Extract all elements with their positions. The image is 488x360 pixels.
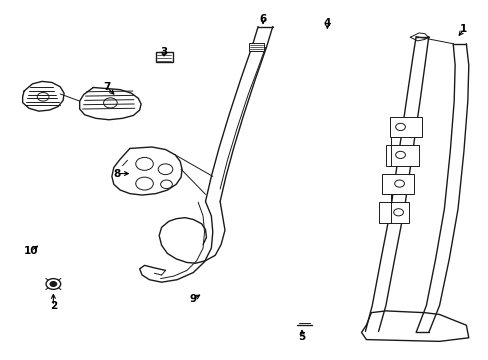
- Text: 4: 4: [323, 18, 330, 28]
- Text: 6: 6: [259, 14, 266, 24]
- Text: 8: 8: [113, 168, 120, 179]
- Text: 10: 10: [23, 246, 38, 256]
- Polygon shape: [361, 311, 468, 341]
- Bar: [381, 174, 413, 194]
- Text: 7: 7: [103, 82, 110, 93]
- Bar: [156, 52, 172, 62]
- Bar: [389, 117, 421, 137]
- Bar: [378, 202, 408, 223]
- Text: 2: 2: [50, 301, 57, 311]
- Text: 3: 3: [160, 46, 167, 57]
- Bar: [385, 145, 418, 166]
- Text: 1: 1: [459, 24, 467, 35]
- Bar: [249, 43, 264, 51]
- Text: 9: 9: [189, 294, 197, 304]
- Text: 5: 5: [298, 332, 305, 342]
- Circle shape: [50, 282, 57, 287]
